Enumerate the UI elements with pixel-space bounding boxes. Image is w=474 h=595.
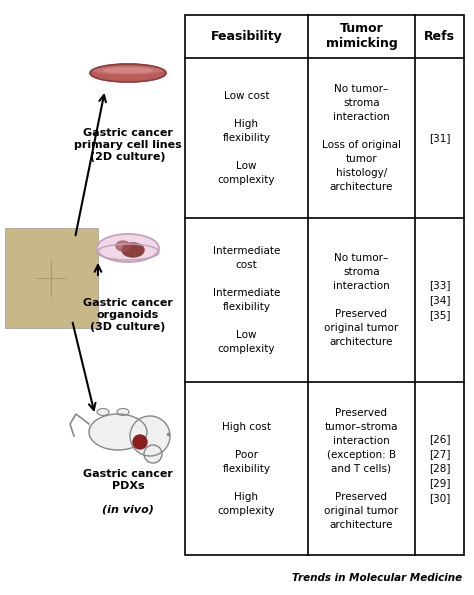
Text: Gastric cancer
primary cell lines
(2D culture): Gastric cancer primary cell lines (2D cu… [74, 129, 182, 162]
Ellipse shape [103, 68, 153, 73]
Circle shape [130, 416, 170, 456]
Text: [31]: [31] [429, 133, 450, 143]
Text: [33]
[34]
[35]: [33] [34] [35] [429, 280, 450, 320]
Text: Refs: Refs [424, 30, 455, 43]
Text: High cost

Poor
flexibility

High
complexity: High cost Poor flexibility High complexi… [218, 421, 275, 515]
Text: Feasibility: Feasibility [210, 30, 283, 43]
Text: Gastric cancer
PDXs: Gastric cancer PDXs [83, 469, 173, 491]
Ellipse shape [117, 409, 129, 415]
Text: Preserved
tumor–stroma
interaction
(exception: B
and T cells)

Preserved
origina: Preserved tumor–stroma interaction (exce… [324, 408, 399, 530]
Text: Gastric cancer
organoids
(3D culture): Gastric cancer organoids (3D culture) [83, 299, 173, 331]
Ellipse shape [97, 409, 109, 415]
Text: Tumor
mimicking: Tumor mimicking [326, 23, 397, 51]
Ellipse shape [90, 64, 166, 82]
Text: [26]
[27]
[28]
[29]
[30]: [26] [27] [28] [29] [30] [429, 434, 450, 503]
Ellipse shape [116, 241, 130, 251]
Ellipse shape [133, 435, 147, 449]
Ellipse shape [97, 234, 159, 262]
Ellipse shape [122, 243, 144, 257]
Circle shape [144, 445, 162, 463]
Text: Intermediate
cost

Intermediate
flexibility

Low
complexity: Intermediate cost Intermediate flexibili… [213, 246, 280, 354]
Bar [5, 228, 98, 328]
Text: (in vivo): (in vivo) [102, 505, 154, 515]
Text: No tumor–
stroma
interaction

Loss of original
tumor
histology/
architecture: No tumor– stroma interaction Loss of ori… [322, 84, 401, 192]
Text: Low cost

High
flexibility

Low
complexity: Low cost High flexibility Low complexity [218, 91, 275, 185]
Bar [185, 15, 464, 555]
Ellipse shape [94, 67, 162, 74]
Text: Trends in Molecular Medicine: Trends in Molecular Medicine [292, 573, 462, 583]
Text: No tumor–
stroma
interaction

Preserved
original tumor
architecture: No tumor– stroma interaction Preserved o… [324, 253, 399, 347]
Ellipse shape [89, 414, 147, 450]
